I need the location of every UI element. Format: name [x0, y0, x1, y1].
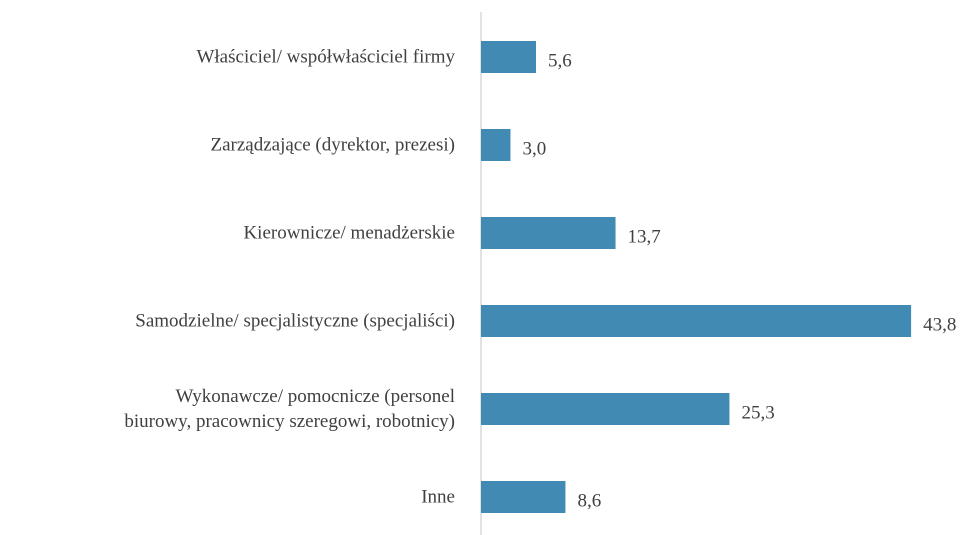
bar [481, 305, 912, 337]
value-label: 13,7 [628, 226, 661, 247]
value-label: 5,6 [548, 50, 572, 71]
category-label: Kierownicze/ menadżerskie [243, 222, 455, 244]
category-label: Właściciel/ współwłaściciel firmy [196, 46, 455, 68]
category-label: Samodzielne/ specjalistyczne (specjaliśc… [135, 310, 455, 332]
bar [481, 41, 536, 73]
value-label: 25,3 [741, 402, 774, 423]
value-label: 3,0 [522, 138, 546, 159]
bar [481, 393, 730, 425]
bar [481, 217, 616, 249]
value-label: 43,8 [923, 314, 956, 335]
category-label: Wykonawcze/ pomocnicze (personel biurowy… [124, 386, 455, 432]
value-label: 8,6 [577, 490, 601, 511]
bar [481, 129, 511, 161]
bar [481, 481, 566, 513]
category-label: Inne [421, 486, 455, 508]
category-label: Zarządzające (dyrektor, prezesi) [210, 134, 456, 156]
